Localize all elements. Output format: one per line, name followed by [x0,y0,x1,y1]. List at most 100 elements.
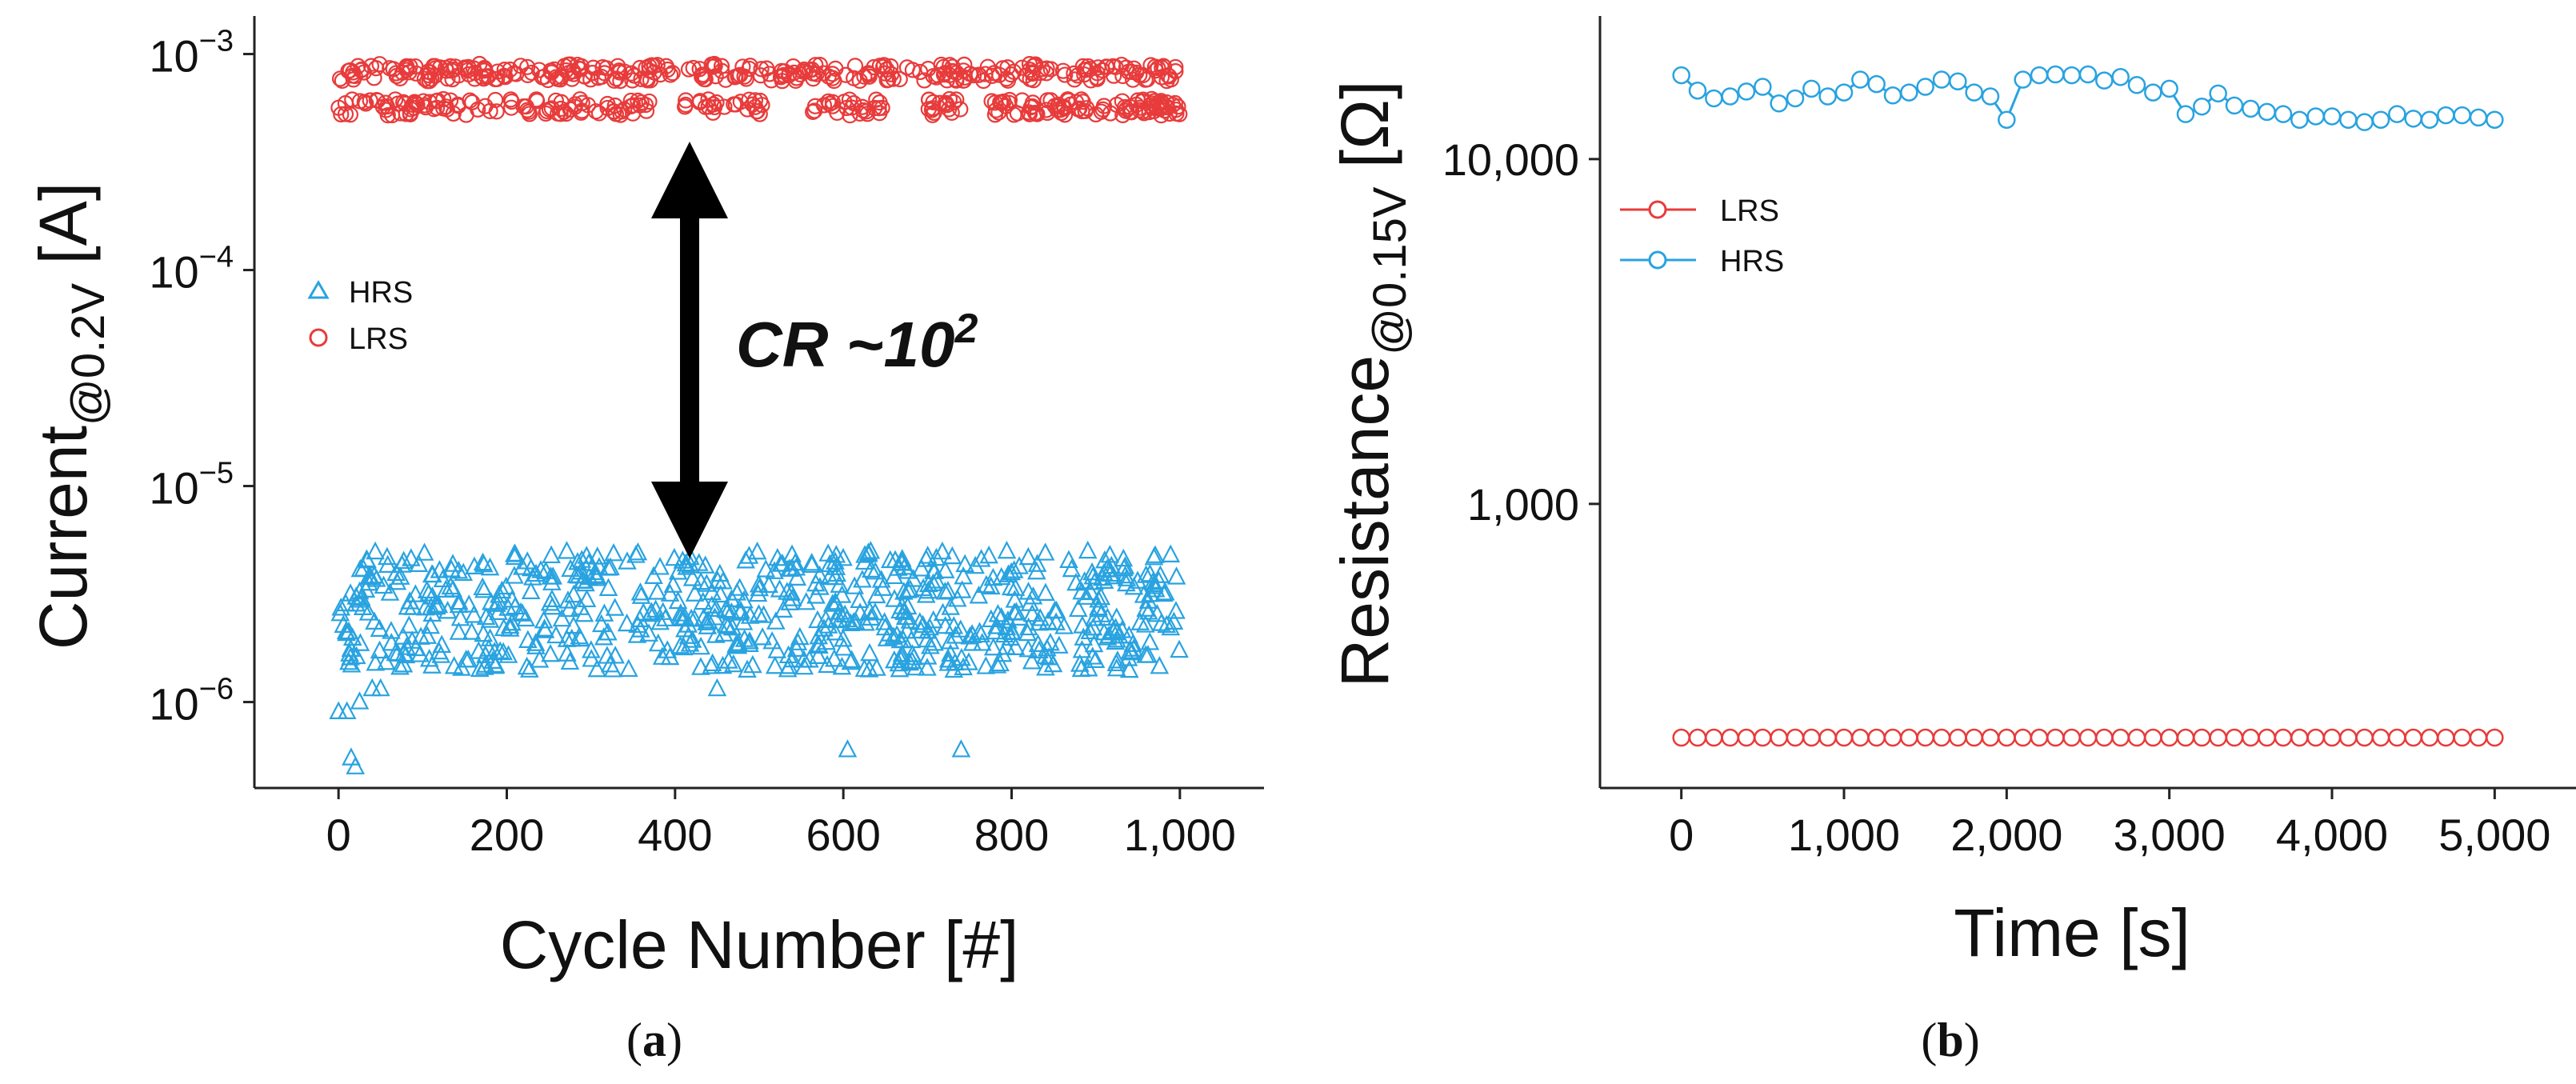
y-axis-title: Current@0.2V [A] [26,182,114,650]
point-hrs [866,561,885,580]
point-hrs [942,546,962,565]
point-hrs [406,584,426,602]
point-hrs [1867,74,1886,94]
legend-marker-hrs [1648,250,1667,270]
point-hrs [1802,79,1821,98]
point-lrs [1094,62,1111,79]
point-lrs [439,70,456,87]
point-hrs [521,558,541,577]
point-lrs [807,57,824,74]
point-lrs [582,71,599,88]
point-hrs [668,590,688,610]
point-hrs [449,622,469,640]
point-lrs [2339,728,2358,747]
point-hrs [808,646,828,665]
point-hrs [386,562,406,582]
point-hrs [1074,571,1094,590]
point-hrs [618,551,637,570]
y-tick-label: 10−5 [149,457,234,514]
point-hrs [971,549,991,567]
point-hrs [591,614,611,633]
point-lrs [623,65,640,82]
point-hrs [945,652,965,671]
y-tick-label: 1,000 [1467,479,1579,530]
point-hrs [1106,607,1126,626]
point-hrs [1083,617,1103,636]
point-hrs [1151,613,1171,631]
point-lrs [1128,96,1145,113]
point-lrs [924,106,941,123]
point-lrs [407,58,424,75]
legend: LRS HRS [1620,194,1784,278]
point-hrs [962,625,982,643]
point-hrs [1150,565,1170,583]
point-hrs [382,621,401,639]
point-hrs [702,656,721,674]
point-hrs [648,633,668,652]
point-hrs [2437,106,2455,125]
point-hrs [748,583,768,602]
point-hrs [734,612,754,630]
point-hrs [1166,566,1186,585]
point-hrs [598,558,618,576]
point-hrs [354,558,374,577]
point-hrs [853,570,872,588]
point-hrs [364,565,384,584]
point-hrs [682,568,702,586]
point-hrs [1170,639,1189,658]
point-hrs [706,598,726,617]
point-hrs [1157,614,1177,634]
point-lrs [2437,728,2455,747]
x-tick-label: 4,000 [2276,810,2388,860]
y-tick-label: 10−3 [149,25,234,82]
point-hrs [2225,96,2244,115]
point-hrs [859,659,879,678]
point-hrs [639,623,658,642]
point-hrs [862,559,881,578]
point-hrs [485,642,505,660]
point-hrs [474,657,494,675]
point-hrs [845,576,864,594]
point-lrs [536,68,553,86]
point-hrs [1150,655,1170,674]
point-lrs [1089,70,1106,87]
point-lrs [466,64,483,82]
point-hrs [979,545,998,564]
point-lrs [1802,728,1821,747]
point-hrs [572,550,592,568]
point-hrs [796,591,816,610]
point-hrs [925,632,944,651]
point-hrs [935,582,955,600]
point-hrs [598,578,618,596]
point-hrs [500,615,520,634]
point-lrs [1786,728,1805,747]
point-lrs [883,66,900,82]
point-lrs [387,91,404,108]
point-lrs [1154,94,1170,111]
point-lrs [1150,59,1166,77]
point-hrs [572,570,592,589]
point-hrs [670,603,690,622]
point-hrs [1006,637,1026,655]
point-hrs [773,553,792,572]
point-lrs [806,98,824,114]
x-tick-label: 1,000 [1788,810,1900,860]
point-lrs [368,92,385,109]
point-hrs [582,649,602,667]
point-hrs [480,628,500,646]
point-lrs [843,99,860,116]
point-lrs [1153,69,1170,86]
point-hrs [832,656,852,675]
point-lrs [1883,728,1902,747]
x-tick-label: 2,000 [1950,810,2062,860]
point-hrs [2242,99,2260,118]
point-hrs [450,607,470,626]
point-lrs [1146,93,1162,110]
point-hrs [1146,545,1165,563]
point-lrs [342,62,358,79]
point-hrs [605,598,625,616]
point-hrs [500,618,520,637]
point-hrs [1834,83,1854,102]
point-hrs [778,658,798,678]
point-lrs [2355,728,2374,747]
